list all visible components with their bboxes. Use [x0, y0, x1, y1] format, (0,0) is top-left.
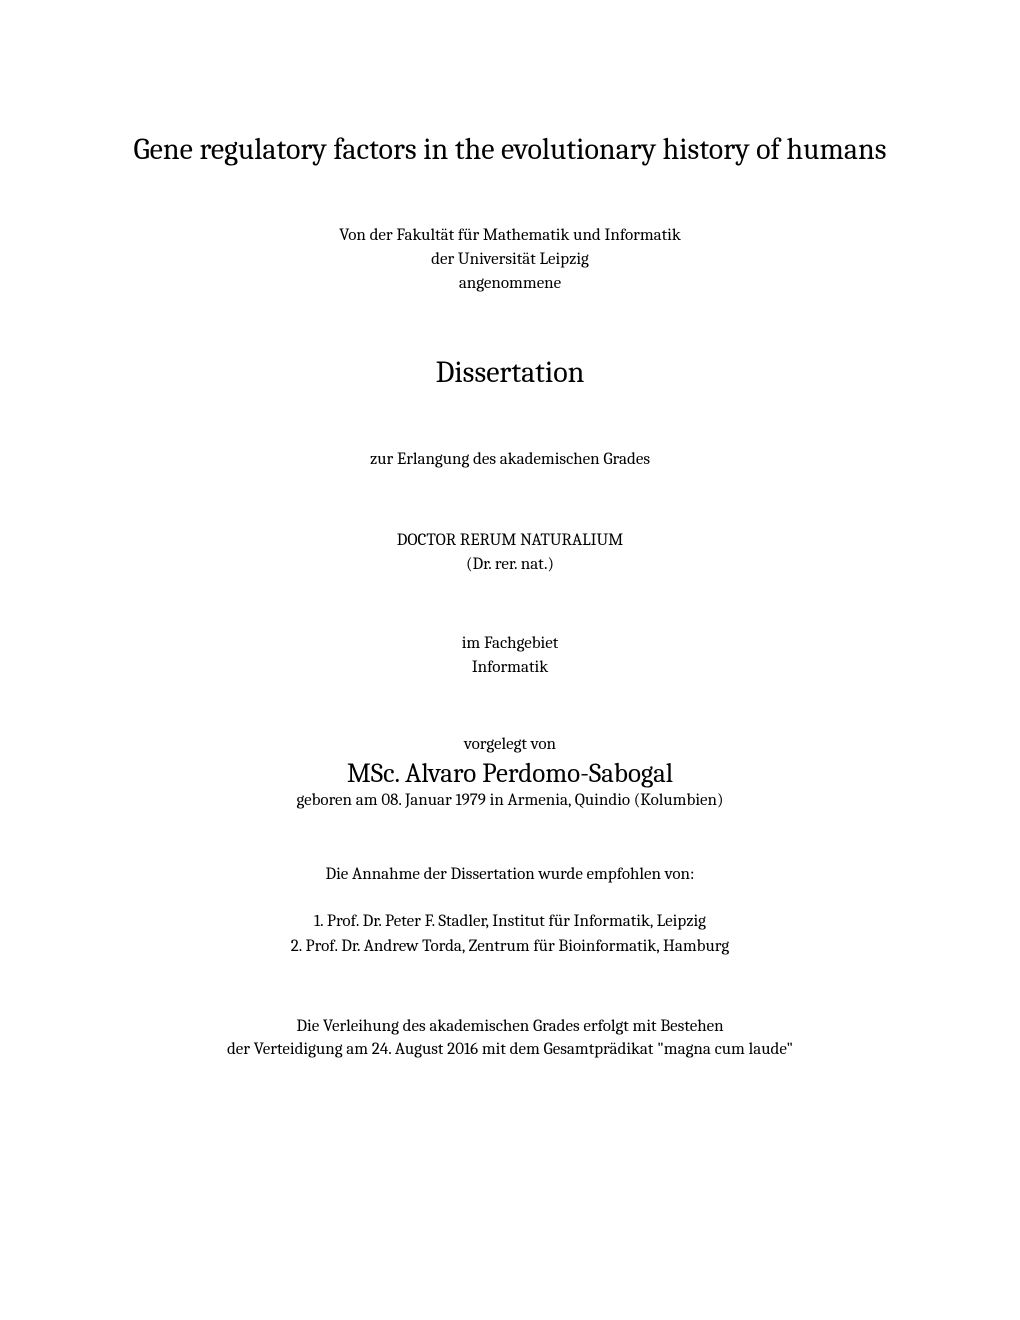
conferral-line-2: der Verteidigung am 24. August 2016 mit …	[110, 1038, 910, 1062]
field-name: Informatik	[110, 656, 910, 680]
field-block: im Fachgebiet Informatik	[110, 632, 910, 680]
dissertation-title: Gene regulatory factors in the evolution…	[110, 130, 910, 169]
dissertation-label: Dissertation	[110, 355, 910, 390]
faculty-line-2: der Universität Leipzig	[110, 248, 910, 272]
faculty-line-3: angenommene	[110, 272, 910, 296]
degree-block: DOCTOR RERUM NATURALIUM (Dr. rer. nat.)	[110, 529, 910, 577]
degree-latin: DOCTOR RERUM NATURALIUM	[110, 529, 910, 553]
author-birth: geboren am 08. Januar 1979 in Armenia, Q…	[110, 791, 910, 810]
author-name: MSc. Alvaro Perdomo-Sabogal	[110, 758, 910, 789]
conferral-line-1: Die Verleihung des akademischen Grades e…	[110, 1015, 910, 1039]
faculty-block: Von der Fakultät für Mathematik und Info…	[110, 224, 910, 295]
purpose-line: zur Erlangung des akademischen Grades	[110, 450, 910, 469]
title-page: Gene regulatory factors in the evolution…	[110, 130, 910, 1062]
submitted-by-label: vorgelegt von	[110, 735, 910, 754]
reviewer-2: 2. Prof. Dr. Andrew Torda, Zentrum für B…	[110, 934, 910, 960]
field-label: im Fachgebiet	[110, 632, 910, 656]
faculty-line-1: Von der Fakultät für Mathematik und Info…	[110, 224, 910, 248]
degree-abbrev: (Dr. rer. nat.)	[110, 553, 910, 577]
reviewer-1: 1. Prof. Dr. Peter F. Stadler, Institut …	[110, 909, 910, 935]
reviewers-list: 1. Prof. Dr. Peter F. Stadler, Institut …	[110, 909, 910, 960]
conferral-block: Die Verleihung des akademischen Grades e…	[110, 1015, 910, 1063]
recommendation-label: Die Annahme der Dissertation wurde empfo…	[110, 865, 910, 884]
